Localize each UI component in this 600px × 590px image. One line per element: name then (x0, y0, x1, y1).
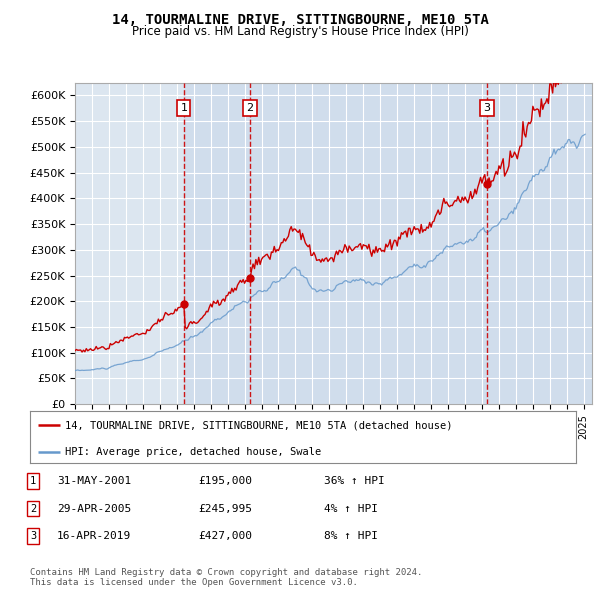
Text: Price paid vs. HM Land Registry's House Price Index (HPI): Price paid vs. HM Land Registry's House … (131, 25, 469, 38)
Text: £195,000: £195,000 (198, 476, 252, 486)
Text: £427,000: £427,000 (198, 532, 252, 541)
Text: 14, TOURMALINE DRIVE, SITTINGBOURNE, ME10 5TA: 14, TOURMALINE DRIVE, SITTINGBOURNE, ME1… (112, 13, 488, 27)
Text: 2: 2 (247, 103, 254, 113)
Text: 1: 1 (30, 476, 36, 486)
Bar (487, 83, 592, 404)
Text: 14, TOURMALINE DRIVE, SITTINGBOURNE, ME10 5TA (detached house): 14, TOURMALINE DRIVE, SITTINGBOURNE, ME1… (65, 420, 453, 430)
Text: 31-MAY-2001: 31-MAY-2001 (57, 476, 131, 486)
Text: 36% ↑ HPI: 36% ↑ HPI (324, 476, 385, 486)
Text: 16-APR-2019: 16-APR-2019 (57, 532, 131, 541)
Text: HPI: Average price, detached house, Swale: HPI: Average price, detached house, Swal… (65, 447, 322, 457)
Text: 1: 1 (181, 103, 187, 113)
Bar (250, 83, 487, 404)
Text: 8% ↑ HPI: 8% ↑ HPI (324, 532, 378, 541)
Bar (184, 83, 250, 404)
Text: 2: 2 (30, 504, 36, 513)
Text: 3: 3 (484, 103, 490, 113)
Text: Contains HM Land Registry data © Crown copyright and database right 2024.
This d: Contains HM Land Registry data © Crown c… (30, 568, 422, 587)
Text: 3: 3 (30, 532, 36, 541)
Text: 29-APR-2005: 29-APR-2005 (57, 504, 131, 513)
Text: £245,995: £245,995 (198, 504, 252, 513)
Text: 4% ↑ HPI: 4% ↑ HPI (324, 504, 378, 513)
